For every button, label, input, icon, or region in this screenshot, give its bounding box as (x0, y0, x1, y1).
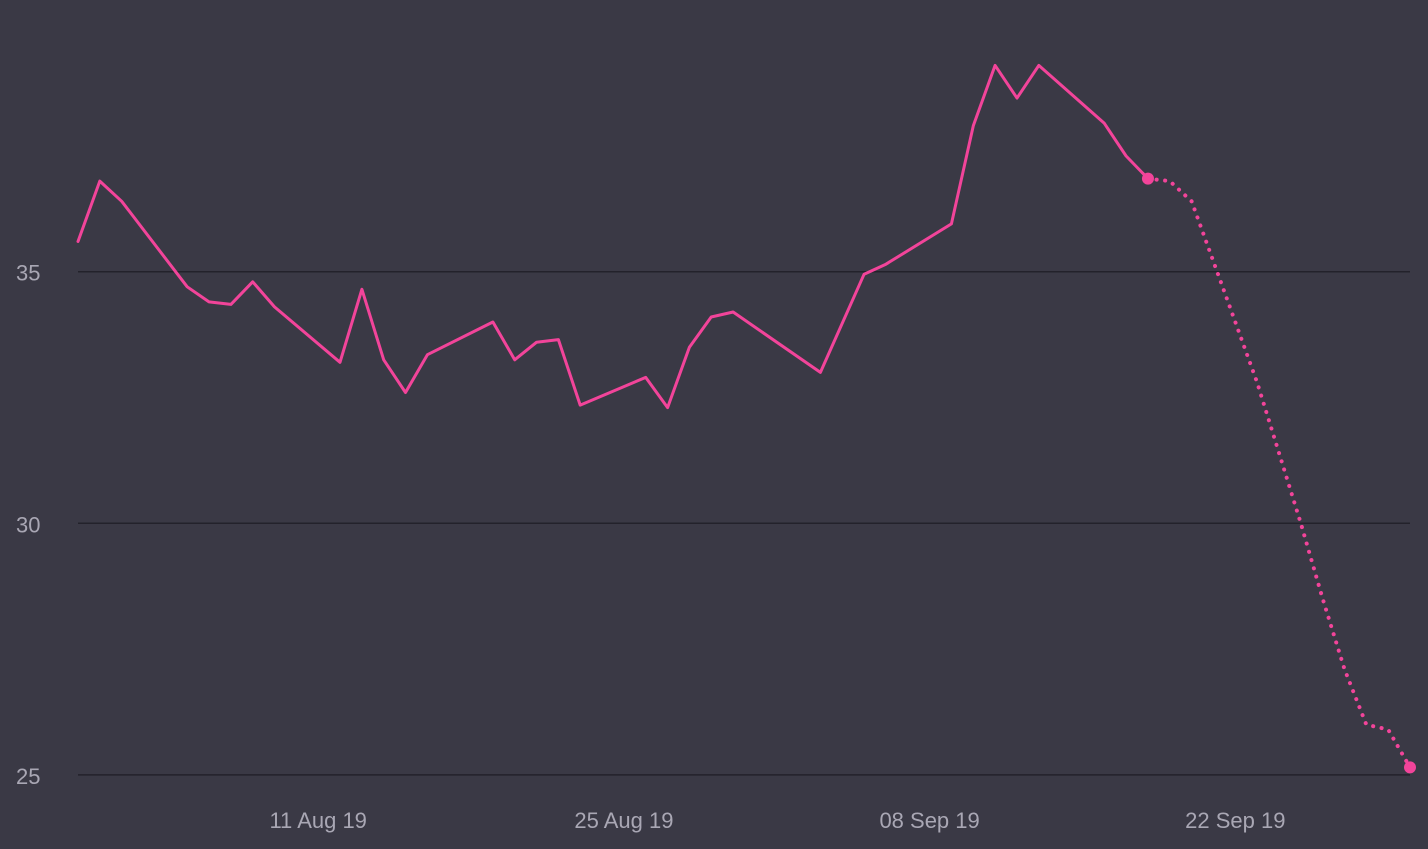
y-axis-ticks: 25 30 35 (16, 261, 40, 789)
series-line-solid (76, 63, 1150, 410)
series-group (76, 63, 1412, 770)
y-tick-label-25: 25 (16, 764, 40, 789)
x-tick-label-3: 22 Sep 19 (1185, 808, 1285, 833)
series-line-dotted (1146, 176, 1412, 770)
markers-group (1141, 172, 1416, 774)
x-tick-label-1: 25 Aug 19 (574, 808, 673, 833)
grid-lines (78, 270, 1410, 776)
x-tick-label-2: 08 Sep 19 (879, 808, 979, 833)
projection-end-marker (1404, 761, 1416, 774)
x-tick-label-0: 11 Aug 19 (269, 808, 366, 833)
y-tick-label-30: 30 (16, 512, 40, 537)
y-tick-label-35: 35 (16, 261, 40, 286)
x-axis-ticks: 11 Aug 19 25 Aug 19 08 Sep 19 22 Sep 19 (269, 808, 1285, 833)
current-point-marker (1141, 172, 1154, 185)
